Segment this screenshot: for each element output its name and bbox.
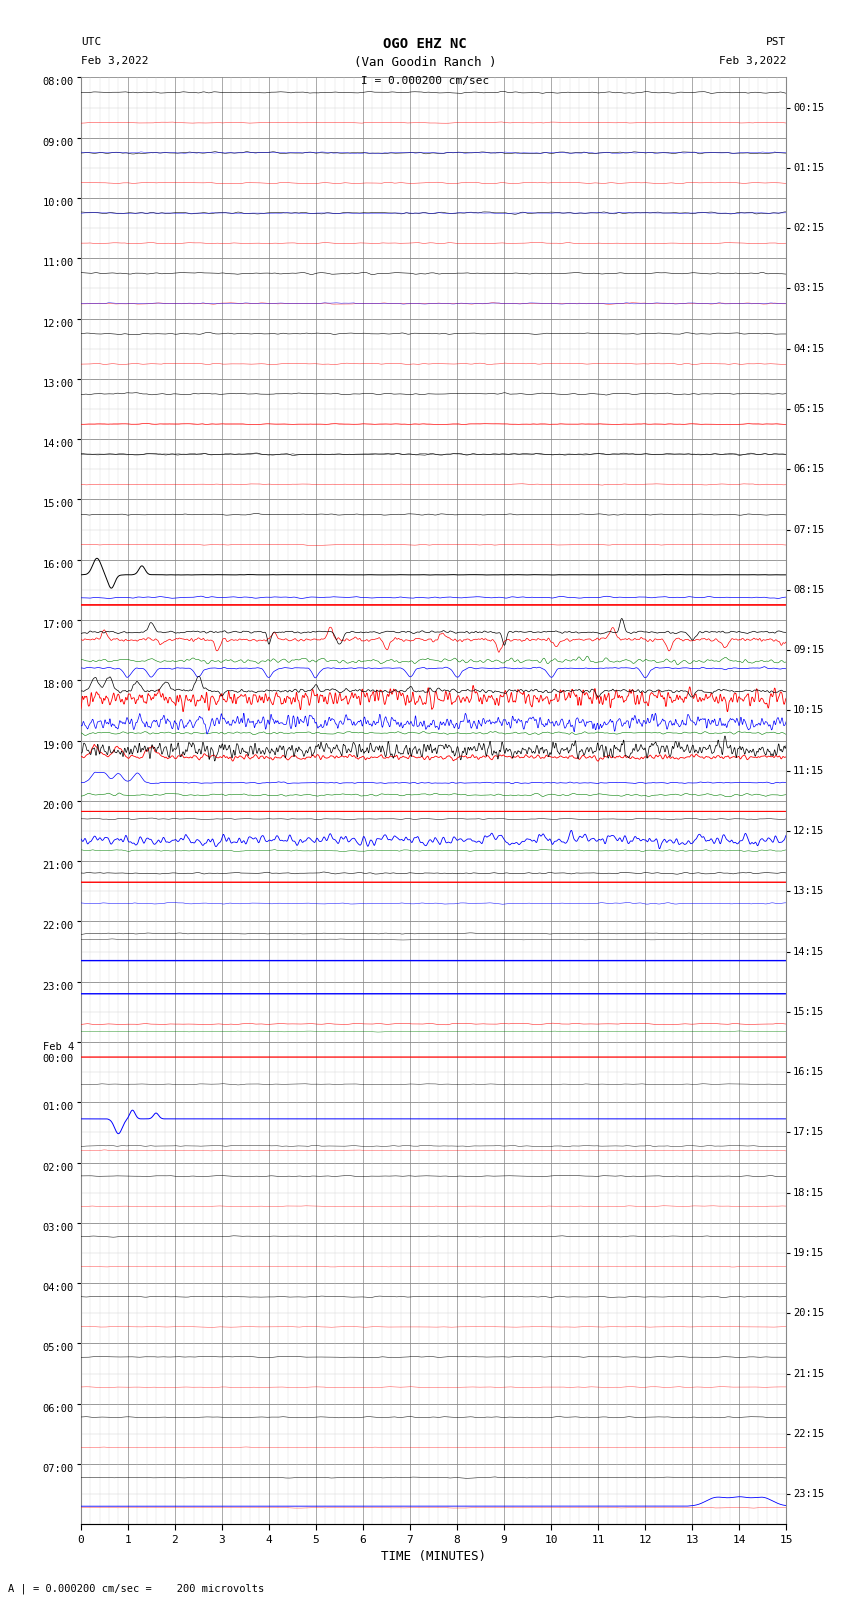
Text: A | = 0.000200 cm/sec =    200 microvolts: A | = 0.000200 cm/sec = 200 microvolts [8, 1582, 264, 1594]
Text: UTC: UTC [81, 37, 101, 47]
Text: Feb 3,2022: Feb 3,2022 [81, 56, 148, 66]
Text: Feb 3,2022: Feb 3,2022 [719, 56, 786, 66]
Text: PST: PST [766, 37, 786, 47]
X-axis label: TIME (MINUTES): TIME (MINUTES) [381, 1550, 486, 1563]
Text: OGO EHZ NC: OGO EHZ NC [383, 37, 467, 52]
Text: I = 0.000200 cm/sec: I = 0.000200 cm/sec [361, 76, 489, 85]
Text: (Van Goodin Ranch ): (Van Goodin Ranch ) [354, 56, 496, 69]
